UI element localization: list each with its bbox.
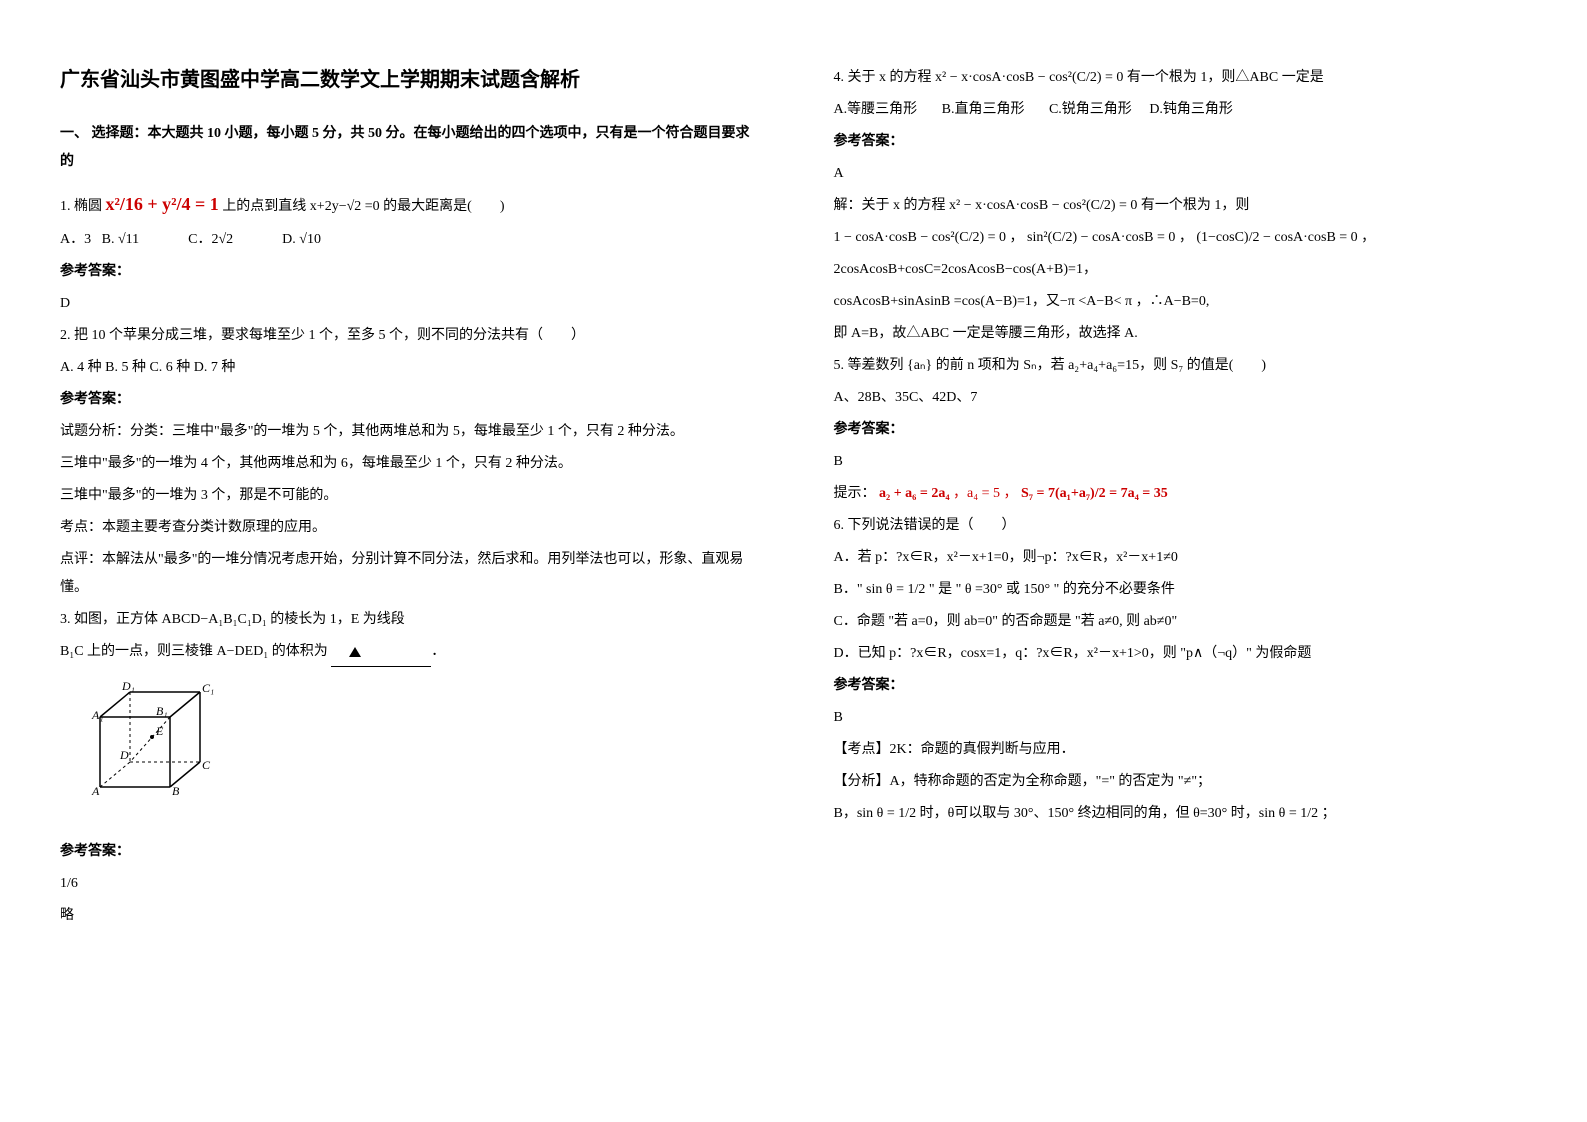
svg-text:A₁: A₁ [91, 708, 104, 722]
q1-formula: x²/16 + y²/4 = 1 [106, 194, 219, 214]
q6-kp: 【考点】2K：命题的真假判断与应用． [834, 736, 1528, 764]
q3-answer: 1/6 [60, 870, 754, 898]
q6-an1: 【分析】A，特称命题的否定为全称命题，"=" 的否定为 "≠"； [834, 768, 1528, 796]
q4-optB: B.直角三角形 [942, 102, 1025, 117]
q6-optB: B．" sin θ = 1/2 " 是 " θ =30° 或 150° " 的充… [834, 576, 1528, 604]
q1-optD: D. √10 [282, 232, 321, 247]
q4-optC: C.锐角三角形 [1049, 102, 1132, 117]
q6-optD: D．已知 p：?x∈R，cosx=1，q：?x∈R，x²－x+1>0，则 "p∧… [834, 640, 1528, 668]
q1-answer-label: 参考答案： [60, 258, 754, 286]
q2-exp1: 试题分析：分类：三堆中"最多"的一堆为 5 个，其他两堆总和为 5，每堆最至少 … [60, 418, 754, 446]
q4-exp2: 1 − cosA·cosB − cos²(C/2) = 0 ， sin²(C/2… [834, 224, 1528, 252]
svg-text:C: C [202, 758, 211, 772]
q3-answer-label: 参考答案： [60, 838, 754, 866]
q1-answer: D [60, 290, 754, 318]
q5-hint: 提示： a₂ + a₆ = 2a₄ ，a₄ = 5 ， S₇ = 7(a₁+a₇… [834, 480, 1528, 508]
q2-exp2: 三堆中"最多"的一堆为 4 个，其他两堆总和为 6，每堆最至少 1 个，只有 2… [60, 450, 754, 478]
doc-title: 广东省汕头市黄图盛中学高二数学文上学期期末试题含解析 [60, 60, 754, 100]
svg-text:C₁: C₁ [202, 681, 214, 695]
q4-answer: A [834, 160, 1528, 188]
svg-text:B₁: B₁ [156, 704, 168, 718]
svg-text:D: D [119, 748, 129, 762]
q2-exp4: 考点：本题主要考查分类计数原理的应用。 [60, 514, 754, 542]
q1-optB: B. √11 [102, 232, 140, 247]
q5-stem: 5. 等差数列 {aₙ} 的前 n 项和为 Sₙ，若 a₂+a₄+a₆=15，则… [834, 352, 1528, 380]
q6-an2-pre: B，sin θ = [834, 806, 895, 821]
triangle-icon [349, 647, 361, 657]
q6-an2: B，sin θ = 1/2 时，θ可以取与 30°、150° 终边相同的角，但 … [834, 800, 1528, 828]
q4-exp1-formula: x² − x·cosA·cosB − cos²(C/2) = 0 [949, 198, 1137, 213]
q1-stem: 1. 椭圆 x²/16 + y²/4 = 1 上的点到直线 x+2y−√2 =0… [60, 186, 754, 222]
q4-answer-label: 参考答案： [834, 128, 1528, 156]
q6-answer-label: 参考答案： [834, 672, 1528, 700]
q5-hint-pre: 提示： [834, 486, 876, 501]
q1-options: A．3 B. √11 C．2√2 D. √10 [60, 226, 754, 254]
q2-options: A. 4 种 B. 5 种 C. 6 种 D. 7 种 [60, 354, 754, 382]
q4-exp4: cosAcosB+sinAsinB =cos(A−B)=1，又−π <A−B< … [834, 288, 1528, 316]
q5-hint-f2: ，a₄ = 5 ， [953, 486, 1018, 501]
q6-an2-mid: 时，θ可以取与 30°、150° 终边相同的角，但 θ=30° 时，sin θ … [920, 806, 1297, 821]
q2-answer-label: 参考答案： [60, 386, 754, 414]
q3-stem2-text: B₁C 上的一点，则三棱锥 A−DED₁ 的体积为 [60, 644, 328, 659]
q1-stem-post: 上的点到直线 x+2y−√2 =0 的最大距离是( ) [222, 199, 504, 214]
q3-stem2: B₁C 上的一点，则三棱锥 A−DED₁ 的体积为 ． [60, 638, 754, 667]
q3-note: 略 [60, 902, 754, 930]
q2-stem: 2. 把 10 个苹果分成三堆，要求每堆至少 1 个，至多 5 个，则不同的分法… [60, 322, 754, 350]
q6-answer: B [834, 704, 1528, 732]
q1-stem-pre: 1. 椭圆 [60, 199, 102, 214]
q6-an2-f1: 1/2 [898, 806, 916, 821]
left-column: 广东省汕头市黄图盛中学高二数学文上学期期末试题含解析 一、 选择题：本大题共 1… [0, 0, 794, 974]
svg-text:E: E [155, 724, 164, 738]
q4-formula: x² − x·cosA·cosB − cos²(C/2) = 0 [935, 70, 1123, 85]
cube-svg: A₁ D₁ C₁ B₁ A B C D E [80, 677, 230, 817]
q4-exp1-post: 有一个根为 1，则 [1141, 198, 1250, 213]
q6-an2-post: ； [1322, 806, 1336, 821]
q2-exp5: 点评：本解法从"最多"的一堆分情况考虑开始，分别计算不同分法，然后求和。用列举法… [60, 546, 754, 602]
q3-blank [331, 638, 431, 667]
q5-options: A、28B、35C、42D、7 [834, 384, 1528, 412]
q3-stem1: 3. 如图，正方体 ABCD−A₁B₁C₁D₁ 的棱长为 1，E 为线段 [60, 606, 754, 634]
q6-optA: A．若 p：?x∈R，x²－x+1=0，则¬p：?x∈R，x²－x+1≠0 [834, 544, 1528, 572]
q5-answer-label: 参考答案： [834, 416, 1528, 444]
svg-text:B: B [172, 784, 180, 798]
q4-stem-post: 有一个根为 1，则△ABC 一定是 [1127, 70, 1324, 85]
q1-optA: A．3 [60, 232, 91, 247]
q1-optC: C．2√2 [188, 232, 233, 247]
q4-exp3: 2cosAcosB+cosC=2cosAcosB−cos(A+B)=1， [834, 256, 1528, 284]
q4-exp5: 即 A=B，故△ABC 一定是等腰三角形，故选择 A. [834, 320, 1528, 348]
q5-hint-f1: a₂ + a₆ = 2a₄ [879, 486, 950, 501]
q6-stem: 6. 下列说法错误的是（ ） [834, 512, 1528, 540]
q4-exp1-pre: 解：关于 x 的方程 [834, 198, 946, 213]
q6-optC: C．命题 "若 a=0，则 ab=0" 的否命题是 "若 a≠0, 则 ab≠0… [834, 608, 1528, 636]
q6-optB-post: " 是 " θ =30° 或 150° " 的充分不必要条件 [929, 582, 1175, 597]
q6-optB-frac: 1/2 [908, 582, 926, 597]
q4-options: A.等腰三角形 B.直角三角形 C.锐角三角形 D.钝角三角形 [834, 96, 1528, 124]
q4-stem: 4. 关于 x 的方程 x² − x·cosA·cosB − cos²(C/2)… [834, 64, 1528, 92]
q5-hint-f3: S₇ = 7(a₁+a₇)/2 = 7a₄ = 35 [1021, 486, 1168, 501]
svg-text:A: A [91, 784, 100, 798]
cube-figure: A₁ D₁ C₁ B₁ A B C D E [80, 677, 754, 828]
q4-optD: D.钝角三角形 [1149, 102, 1233, 117]
q4-stem-pre: 4. 关于 x 的方程 [834, 70, 932, 85]
q6-optB-pre: B．" sin θ = [834, 582, 905, 597]
q2-exp3: 三堆中"最多"的一堆为 3 个，那是不可能的。 [60, 482, 754, 510]
q5-answer: B [834, 448, 1528, 476]
svg-text:D₁: D₁ [121, 679, 135, 693]
section-1-header: 一、 选择题：本大题共 10 小题，每小题 5 分，共 50 分。在每小题给出的… [60, 120, 754, 176]
right-column: 4. 关于 x 的方程 x² − x·cosA·cosB − cos²(C/2)… [794, 0, 1587, 974]
q6-an2-f2: 1/2 [1300, 806, 1318, 821]
q4-optA: A.等腰三角形 [834, 102, 918, 117]
q4-exp1: 解：关于 x 的方程 x² − x·cosA·cosB − cos²(C/2) … [834, 192, 1528, 220]
